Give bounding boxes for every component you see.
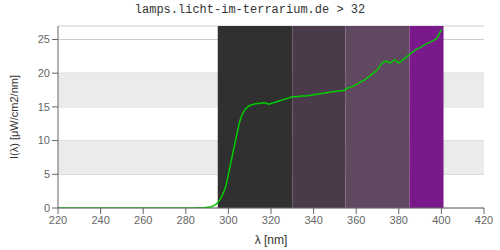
svg-text:0: 0 <box>44 202 50 214</box>
html-text:lamps.licht-im-terrarium.de >: lamps.licht-im-terrarium.de > 32 <box>134 3 366 17</box>
svg-text:420: 420 <box>475 214 492 226</box>
svg-text:240: 240 <box>91 214 109 226</box>
svg-text:360: 360 <box>347 214 365 226</box>
svg-text:I(λ) [μW/cm2/nm]: I(λ) [μW/cm2/nm] <box>8 75 20 159</box>
svg-text:320: 320 <box>262 214 280 226</box>
svg-text:25: 25 <box>38 33 50 45</box>
svg-text:340: 340 <box>304 214 322 226</box>
svg-text:15: 15 <box>38 101 50 113</box>
svg-text:380: 380 <box>390 214 408 226</box>
svg-text:10: 10 <box>38 134 50 146</box>
svg-text:300: 300 <box>219 214 237 226</box>
svg-text:220: 220 <box>49 214 67 226</box>
svg-text:260: 260 <box>134 214 152 226</box>
svg-text:λ [nm]: λ [nm] <box>255 233 288 247</box>
svg-text:280: 280 <box>177 214 195 226</box>
svg-text:20: 20 <box>38 67 50 79</box>
svg-text:400: 400 <box>432 214 450 226</box>
svg-text:5: 5 <box>44 168 50 180</box>
